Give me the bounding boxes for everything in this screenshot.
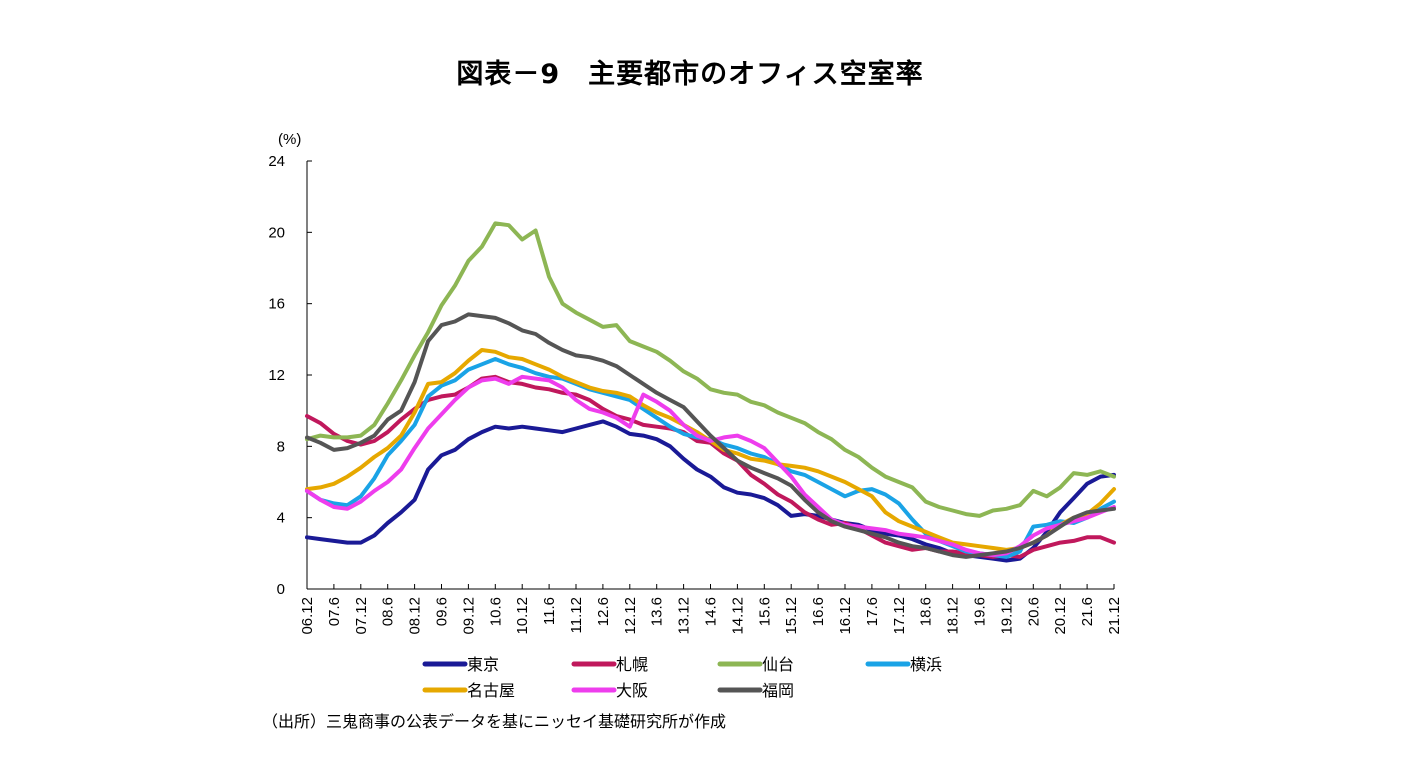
x-tick-label: 12.6 — [595, 597, 612, 626]
y-axis-unit-label: (%) — [278, 131, 301, 148]
y-tick-label: 8 — [277, 438, 285, 455]
x-tick-label: 14.12 — [729, 597, 746, 635]
x-tick-label: 21.12 — [1106, 597, 1123, 635]
x-tick-label: 19.6 — [972, 597, 989, 626]
series-line-6 — [305, 374, 1116, 558]
x-tick-label: 19.12 — [998, 597, 1015, 635]
legend-label: 大阪 — [616, 681, 648, 700]
legend-label: 東京 — [467, 655, 499, 674]
y-tick-label: 24 — [268, 153, 285, 170]
source-note: （出所）三鬼商事の公表データを基にニッセイ基礎研究所が作成 — [262, 712, 727, 731]
x-tick-label: 15.12 — [783, 597, 800, 635]
y-tick-label: 4 — [277, 510, 285, 527]
x-tick-label: 17.6 — [864, 597, 881, 626]
series-line-3 — [305, 221, 1116, 518]
legend-label: 福岡 — [762, 681, 794, 700]
y-tick-label: 20 — [268, 224, 285, 241]
x-tick-label: 16.6 — [810, 597, 827, 626]
series-line-7 — [305, 312, 1116, 559]
x-tick-label: 13.6 — [649, 597, 666, 626]
x-tick-label: 15.6 — [756, 597, 773, 626]
x-tick-label: 06.12 — [299, 597, 316, 635]
legend-label: 仙台 — [762, 655, 794, 674]
x-tick-label: 17.12 — [891, 597, 908, 635]
x-tick-label: 07.12 — [353, 597, 370, 635]
x-tick-label: 18.12 — [945, 597, 962, 635]
x-tick-label: 10.12 — [514, 597, 531, 635]
x-tick-label: 11.12 — [568, 597, 585, 633]
x-tick-label: 08.6 — [380, 597, 397, 626]
x-tick-label: 08.12 — [407, 597, 424, 635]
x-tick-label: 09.12 — [460, 597, 477, 635]
series-line-5 — [305, 348, 1116, 552]
x-tick-label: 16.12 — [837, 597, 854, 635]
chart-title: 図表－9 主要都市のオフィス空室率 — [456, 59, 924, 90]
y-tick-label: 0 — [277, 581, 285, 598]
y-tick-label: 12 — [268, 367, 285, 384]
x-tick-label: 14.6 — [703, 597, 720, 626]
x-tick-label: 11.6 — [541, 597, 558, 625]
x-tick-label: 21.6 — [1079, 597, 1096, 626]
x-tick-label: 07.6 — [326, 597, 343, 626]
x-tick-label: 18.6 — [918, 597, 935, 626]
y-tick-label: 16 — [268, 296, 285, 313]
legend-label: 横浜 — [910, 655, 942, 674]
x-tick-label: 09.6 — [434, 597, 451, 626]
x-tick-label: 20.6 — [1025, 597, 1042, 626]
legend-label: 札幌 — [616, 655, 648, 674]
legend-label: 名古屋 — [467, 681, 515, 700]
x-tick-label: 10.6 — [487, 597, 504, 626]
x-tick-label: 20.12 — [1052, 597, 1069, 635]
x-tick-label: 13.12 — [676, 597, 693, 635]
x-tick-label: 12.12 — [622, 597, 639, 635]
